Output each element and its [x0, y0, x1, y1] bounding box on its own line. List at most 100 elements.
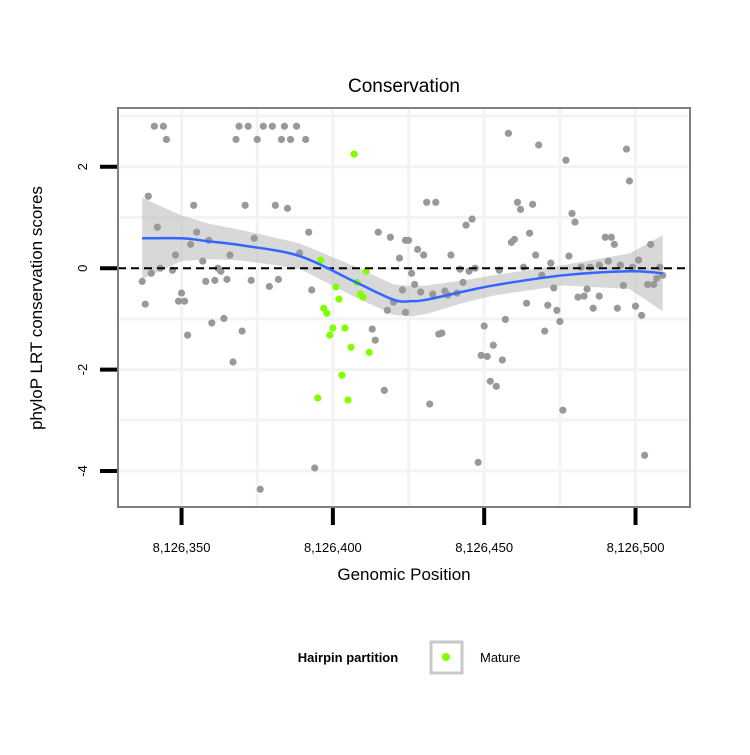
data-point-other [571, 218, 579, 226]
data-point-other [631, 302, 640, 310]
data-point-other [190, 201, 198, 209]
data-point-other [159, 122, 167, 130]
data-point-other [486, 377, 494, 385]
data-point-other [305, 228, 313, 236]
data-point-other [650, 280, 658, 289]
data-point-other [492, 382, 500, 390]
data-point-other [259, 122, 267, 130]
data-point-mature [347, 343, 355, 351]
data-point-other [180, 297, 189, 305]
data-point-other [580, 292, 588, 300]
data-point-other [477, 351, 485, 360]
data-point-other [562, 156, 570, 164]
data-point-mature [323, 309, 331, 317]
x-tick-label: 8,126,450 [455, 540, 513, 555]
data-point-other [238, 327, 246, 335]
smooth-trend-line [142, 236, 663, 303]
data-point-other [634, 256, 643, 264]
data-point-other [532, 251, 540, 259]
data-point-other [613, 304, 621, 312]
data-point-other [432, 198, 440, 206]
data-point-other [410, 280, 419, 289]
data-point-other [208, 319, 216, 327]
x-axis-label: Genomic Position [337, 565, 470, 584]
x-tick-label: 8,126,350 [153, 540, 211, 555]
data-point-other [574, 293, 582, 301]
data-point-other [525, 229, 534, 237]
data-point-other [644, 280, 652, 289]
data-point-other [226, 251, 234, 259]
data-point-other [556, 317, 564, 326]
data-point-other [610, 240, 618, 248]
y-tick-label: -2 [75, 364, 90, 376]
data-point-mature [329, 324, 337, 332]
data-point-other [199, 257, 207, 265]
data-point-other [407, 269, 416, 277]
legend-title: Hairpin partition [298, 650, 398, 665]
legend-key-mature-marker [442, 653, 450, 661]
data-point-other [568, 209, 576, 218]
data-point-other [601, 233, 609, 241]
data-point-other [193, 228, 201, 236]
data-point-other [619, 281, 628, 290]
data-point-other [232, 135, 240, 144]
data-point-other [368, 325, 376, 333]
data-point-other [595, 261, 603, 269]
data-point-mature [326, 331, 334, 339]
panel-border [117, 107, 691, 508]
data-point-other [138, 277, 146, 285]
data-point-other [544, 301, 552, 309]
data-point-other [374, 228, 382, 236]
data-point-other [271, 201, 279, 209]
data-point-mature [359, 293, 367, 301]
data-point-other [462, 221, 470, 229]
data-point-mature [314, 394, 322, 402]
data-point-other [217, 267, 225, 275]
legend: Hairpin partition Mature [298, 640, 520, 675]
data-point-other [535, 141, 543, 149]
data-point-other [577, 263, 585, 271]
data-point-other [468, 215, 476, 223]
data-point-mature [350, 150, 358, 158]
data-point-other [223, 275, 231, 283]
data-point-other [277, 135, 286, 144]
data-point-other [604, 257, 612, 265]
data-point-other [174, 297, 183, 305]
data-point-other [513, 198, 522, 206]
data-point-other [501, 315, 509, 324]
chart-title: Conservation [348, 76, 460, 97]
data-point-other [647, 240, 655, 248]
data-point-other [292, 122, 301, 130]
data-point-other [529, 200, 537, 208]
data-point-other [401, 308, 410, 316]
data-point-other [247, 276, 255, 284]
data-point-mature [341, 324, 349, 332]
data-point-other [308, 286, 316, 294]
data-point-other [265, 282, 273, 291]
data-point-other [622, 145, 631, 153]
data-point-other [426, 400, 434, 408]
legend-key-box [429, 640, 464, 675]
data-point-other [283, 204, 292, 212]
data-point-other [459, 278, 467, 287]
data-point-other [202, 277, 210, 285]
data-point-other [516, 205, 525, 213]
data-point-other [244, 122, 252, 130]
data-point-other [171, 251, 180, 259]
data-point-other [465, 267, 473, 275]
data-point-mature [362, 267, 370, 275]
data-point-other [220, 314, 228, 323]
data-point-other [550, 284, 558, 292]
data-point-other [541, 327, 549, 335]
data-point-other [187, 240, 195, 248]
y-tick-label: 0 [75, 265, 90, 272]
data-point-other [438, 329, 446, 337]
data-point-other [302, 135, 310, 144]
y-axis-label: phyloP LRT conservation scores [27, 186, 46, 430]
data-point-other [311, 464, 319, 472]
data-point-other [177, 289, 186, 297]
data-point-other [256, 485, 264, 493]
data-point-other [404, 236, 413, 244]
data-point-mature [344, 396, 352, 404]
data-point-other [386, 233, 394, 241]
